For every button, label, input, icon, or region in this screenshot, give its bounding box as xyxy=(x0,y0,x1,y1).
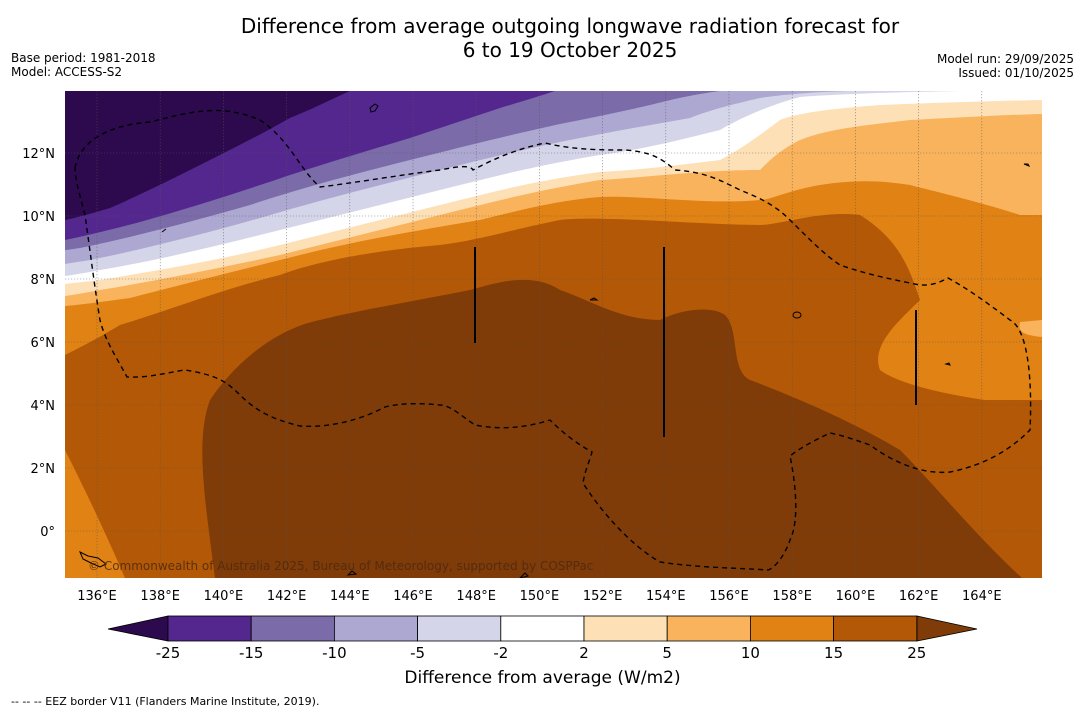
colorbar-tick-label: -2 xyxy=(493,644,508,662)
colorbar-extend-high xyxy=(916,615,978,642)
band-5-10-right xyxy=(1019,320,1042,337)
latitude-label: 0° xyxy=(40,525,55,540)
graticule xyxy=(65,91,1042,578)
colorbar-tick-labels: -25 -15 -10 -5 -2 2 5 10 15 25 xyxy=(156,644,927,662)
colorbar-tick-label: -10 xyxy=(322,644,347,662)
band-lt-m25 xyxy=(65,91,350,220)
title-line-1: Difference from average outgoing longwav… xyxy=(240,14,900,38)
colorbar-boxes xyxy=(167,615,918,642)
colorbar-box-p15_25 xyxy=(833,615,918,642)
model-run: Model run: 29/09/2025 xyxy=(936,52,1074,66)
longitude-label: 150°E xyxy=(520,589,560,604)
longitude-label: 148°E xyxy=(456,589,496,604)
colorbar-tick-label: 5 xyxy=(662,644,672,662)
longitude-labels: 136°E 138°E 140°E 142°E 144°E 146°E 148°E 150°E… xyxy=(77,589,1001,604)
latitude-label: 2°N xyxy=(31,462,56,477)
model-name: Model: ACCESS-S2 xyxy=(11,65,123,79)
colorbar-tick-label: 15 xyxy=(824,644,843,662)
longitude-label: 156°E xyxy=(709,589,749,604)
colorbar-box-p10_15 xyxy=(750,615,835,642)
latitude-label: 4°N xyxy=(31,399,56,414)
colorbar-box-p2_5 xyxy=(583,615,668,642)
latitude-label: 10°N xyxy=(22,210,55,225)
colorbar: -25 -15 -10 -5 -2 2 5 10 15 25 xyxy=(107,615,978,662)
colorbar-tick-label: -5 xyxy=(410,644,425,662)
meta-left: Base period: 1981-2018 Model: ACCESS-S2 xyxy=(11,51,156,79)
colorbar-tick-label: -25 xyxy=(156,644,181,662)
chart-title: Difference from average outgoing longwav… xyxy=(0,14,1085,62)
colorbar-extend-low xyxy=(107,615,169,642)
latitude-label: 12°N xyxy=(22,147,55,162)
longitude-label: 146°E xyxy=(393,589,433,604)
longitude-label: 152°E xyxy=(583,589,623,604)
colorbar-box-m15_m10 xyxy=(250,615,335,642)
longitude-label: 164°E xyxy=(962,589,1002,604)
colorbar-tick-label: 2 xyxy=(579,644,589,662)
base-period: Base period: 1981-2018 xyxy=(11,51,156,65)
colorbar-box-m25_m15 xyxy=(167,615,252,642)
longitude-label: 144°E xyxy=(330,589,370,604)
longitude-label: 142°E xyxy=(267,589,307,604)
colorbar-label: Difference from average (W/m2) xyxy=(404,668,681,688)
longitude-label: 154°E xyxy=(646,589,686,604)
issued-date: Issued: 01/10/2025 xyxy=(958,66,1074,80)
colorbar-box-m2_2 xyxy=(500,615,585,642)
longitude-label: 140°E xyxy=(204,589,244,604)
longitude-label: 162°E xyxy=(899,589,939,604)
longitude-label: 138°E xyxy=(140,589,180,604)
map-plot: © Commonwealth of Australia 2025, Bureau… xyxy=(65,91,1042,578)
latitude-label: 6°N xyxy=(31,336,56,351)
meta-right: Model run: 29/09/2025 Issued: 01/10/2025 xyxy=(937,52,1074,80)
coastlines xyxy=(79,103,1031,578)
colorbar-tick-label: -15 xyxy=(239,644,264,662)
longitude-label: 158°E xyxy=(772,589,812,604)
colorbar-box-m5_m2 xyxy=(417,615,502,642)
colorbar-tick-label: 10 xyxy=(741,644,760,662)
latitude-label: 8°N xyxy=(31,273,56,288)
title-line-2: 6 to 19 October 2025 xyxy=(462,38,678,62)
longitude-label: 136°E xyxy=(77,589,117,604)
eez-border xyxy=(74,109,1032,571)
forecast-markers xyxy=(474,247,917,437)
latitude-labels: 12°N 10°N 8°N 6°N 4°N 2°N 0° xyxy=(22,147,55,540)
band-10-15-lowerleft xyxy=(65,450,125,578)
colorbar-box-p5_10 xyxy=(666,615,751,642)
colorbar-tick-label: 25 xyxy=(907,644,926,662)
eez-footnote: -- -- -- EEZ border V11 (Flanders Marine… xyxy=(11,695,320,708)
colorbar-box-m10_m5 xyxy=(333,615,418,642)
longitude-label: 160°E xyxy=(836,589,876,604)
copyright-notice: © Commonwealth of Australia 2025, Bureau… xyxy=(88,559,593,573)
